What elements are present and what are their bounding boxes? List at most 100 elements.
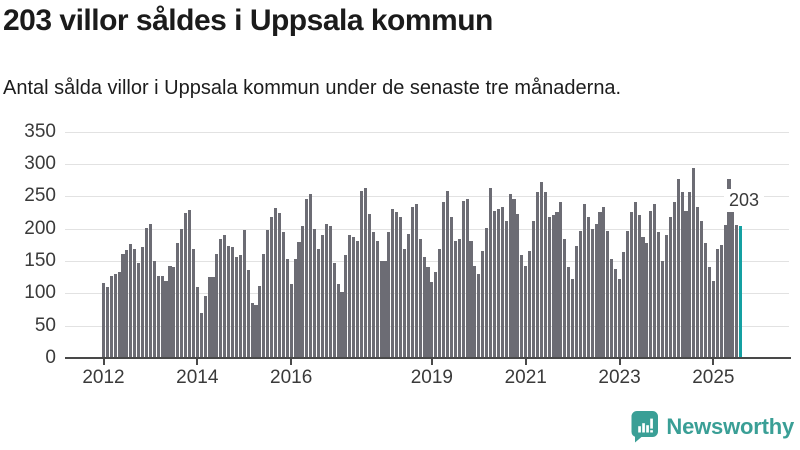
chart-subtitle: Antal sålda villor i Uppsala kommun unde… bbox=[3, 77, 622, 99]
bar bbox=[469, 240, 473, 357]
bar bbox=[664, 235, 668, 357]
bar bbox=[649, 210, 653, 357]
bar bbox=[180, 228, 184, 357]
bar bbox=[696, 206, 700, 357]
bar bbox=[121, 254, 125, 357]
bar bbox=[602, 206, 606, 357]
bar bbox=[723, 225, 727, 357]
bar bbox=[555, 212, 559, 357]
bar bbox=[735, 225, 739, 357]
bar bbox=[453, 240, 457, 357]
bar bbox=[301, 225, 305, 357]
bar bbox=[481, 250, 485, 357]
bar bbox=[700, 220, 704, 357]
x-axis-tick-label: 2012 bbox=[82, 367, 125, 388]
bar bbox=[262, 254, 266, 357]
bar bbox=[340, 292, 344, 357]
bar bbox=[617, 278, 622, 357]
bar bbox=[660, 260, 665, 357]
bar bbox=[684, 210, 688, 357]
bar bbox=[516, 214, 520, 357]
bar bbox=[168, 265, 172, 357]
bar bbox=[105, 287, 109, 357]
bar bbox=[191, 249, 195, 357]
bar bbox=[133, 249, 137, 357]
bar bbox=[144, 227, 149, 357]
bar bbox=[582, 203, 586, 357]
bar bbox=[352, 237, 356, 357]
bar bbox=[176, 242, 180, 357]
bar bbox=[614, 269, 618, 357]
y-axis-tick-label: 100 bbox=[24, 282, 56, 304]
branding: Newsworthy bbox=[631, 410, 794, 443]
bar bbox=[215, 253, 219, 357]
bar bbox=[379, 260, 383, 357]
bar bbox=[594, 223, 598, 357]
bar bbox=[610, 258, 614, 357]
newsworthy-chart-bubble-icon bbox=[631, 410, 659, 443]
bar bbox=[332, 262, 336, 357]
bar bbox=[356, 240, 360, 357]
bar bbox=[621, 252, 625, 357]
bar bbox=[383, 260, 387, 357]
x-axis-tick-label: 2014 bbox=[176, 367, 219, 388]
x-axis-tick-label: 2025 bbox=[692, 367, 735, 388]
bar bbox=[461, 200, 465, 357]
bar bbox=[156, 275, 160, 357]
bar bbox=[152, 260, 156, 357]
bar bbox=[391, 208, 395, 357]
bar bbox=[528, 250, 532, 357]
bar bbox=[418, 238, 422, 357]
bar bbox=[164, 280, 168, 357]
brand-name: Newsworthy bbox=[666, 413, 794, 439]
bar bbox=[731, 193, 735, 357]
bar bbox=[715, 249, 719, 357]
bar bbox=[500, 206, 504, 357]
bar bbox=[309, 194, 313, 357]
bar bbox=[273, 208, 278, 357]
bar bbox=[293, 258, 297, 357]
x-axis-tick-label: 2021 bbox=[504, 367, 547, 388]
bar bbox=[270, 217, 274, 357]
bar bbox=[625, 230, 629, 357]
x-axis-tick-label: 2023 bbox=[598, 367, 641, 388]
bar bbox=[477, 274, 481, 357]
bar bbox=[488, 187, 493, 357]
bar bbox=[184, 213, 188, 357]
bar bbox=[645, 242, 649, 357]
bar bbox=[457, 238, 461, 357]
bar bbox=[313, 228, 317, 357]
bar bbox=[148, 223, 152, 357]
x-axis-tick bbox=[290, 359, 293, 365]
bar bbox=[657, 232, 661, 357]
bar bbox=[258, 285, 262, 357]
bar bbox=[160, 276, 164, 357]
bar bbox=[578, 230, 582, 357]
gridline bbox=[65, 228, 789, 230]
bar bbox=[266, 230, 270, 357]
bar bbox=[465, 199, 469, 357]
bar bbox=[410, 206, 414, 357]
bar bbox=[316, 249, 321, 357]
last-value-label: 203 bbox=[724, 189, 765, 212]
bar bbox=[567, 267, 571, 357]
bar bbox=[442, 202, 446, 357]
bar bbox=[406, 234, 410, 357]
bar bbox=[571, 278, 575, 357]
bar bbox=[125, 250, 129, 357]
bar bbox=[348, 235, 352, 357]
bar bbox=[395, 212, 399, 357]
bar bbox=[207, 277, 211, 357]
bar bbox=[727, 179, 731, 357]
bar bbox=[305, 199, 309, 357]
bar bbox=[473, 266, 477, 357]
page-title: 203 villor såldes i Uppsala kommun bbox=[3, 4, 493, 37]
bar bbox=[141, 247, 145, 357]
gridline bbox=[65, 131, 789, 133]
bar bbox=[250, 303, 254, 357]
y-axis-tick-label: 0 bbox=[45, 347, 56, 368]
bar bbox=[504, 220, 508, 357]
bar bbox=[172, 267, 176, 357]
bar bbox=[543, 192, 547, 357]
